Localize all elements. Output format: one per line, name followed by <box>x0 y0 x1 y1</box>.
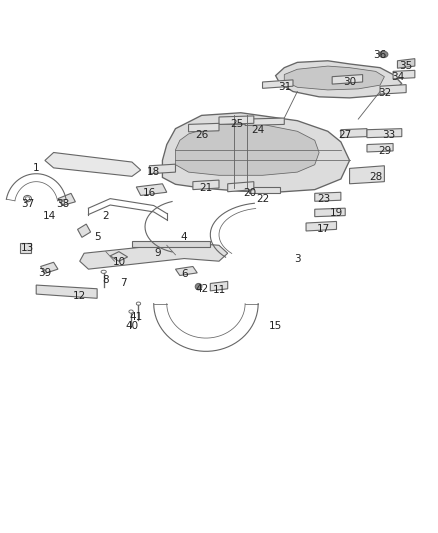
Text: 41: 41 <box>130 312 143 322</box>
Ellipse shape <box>379 51 388 58</box>
Polygon shape <box>306 221 336 231</box>
Polygon shape <box>393 70 415 79</box>
Polygon shape <box>315 192 341 201</box>
Polygon shape <box>176 124 319 175</box>
Text: 9: 9 <box>155 248 161 259</box>
Text: 20: 20 <box>243 188 256 198</box>
Text: 25: 25 <box>230 119 243 130</box>
Text: 13: 13 <box>21 243 34 253</box>
Polygon shape <box>176 266 197 276</box>
Text: 3: 3 <box>294 254 300 263</box>
Polygon shape <box>250 187 280 193</box>
Text: 35: 35 <box>399 61 413 71</box>
Text: 23: 23 <box>317 193 330 204</box>
Polygon shape <box>162 113 350 192</box>
Polygon shape <box>262 80 293 88</box>
Polygon shape <box>284 66 385 90</box>
Text: 34: 34 <box>391 71 404 82</box>
Ellipse shape <box>195 284 202 290</box>
Polygon shape <box>276 61 402 98</box>
Polygon shape <box>41 262 58 273</box>
Text: 33: 33 <box>382 130 396 140</box>
Polygon shape <box>397 59 415 68</box>
Text: 12: 12 <box>73 290 86 301</box>
Text: 16: 16 <box>143 188 156 198</box>
Polygon shape <box>380 85 406 94</box>
Polygon shape <box>45 152 141 176</box>
Text: 29: 29 <box>378 146 391 156</box>
Text: 40: 40 <box>125 321 138 331</box>
Text: 2: 2 <box>102 211 109 221</box>
Text: 21: 21 <box>199 183 212 193</box>
Text: 19: 19 <box>330 208 343 219</box>
Text: 10: 10 <box>112 257 125 267</box>
Polygon shape <box>110 252 127 261</box>
Polygon shape <box>332 75 363 84</box>
Text: 31: 31 <box>278 82 291 92</box>
Text: 4: 4 <box>181 232 187 243</box>
Polygon shape <box>132 241 210 247</box>
Polygon shape <box>315 208 345 216</box>
Polygon shape <box>78 224 91 237</box>
Polygon shape <box>80 243 228 269</box>
Text: 5: 5 <box>94 232 100 243</box>
Text: 8: 8 <box>102 274 109 285</box>
Text: 37: 37 <box>21 199 34 209</box>
Polygon shape <box>219 116 254 124</box>
Text: 36: 36 <box>374 51 387 60</box>
Text: 11: 11 <box>212 285 226 295</box>
Text: 42: 42 <box>195 284 208 294</box>
Text: 28: 28 <box>369 172 382 182</box>
Text: 18: 18 <box>147 167 160 177</box>
Text: 24: 24 <box>251 125 265 135</box>
Bar <box>20 243 31 253</box>
Polygon shape <box>350 166 385 184</box>
Polygon shape <box>210 281 228 291</box>
Text: 39: 39 <box>38 268 52 278</box>
Text: 27: 27 <box>339 130 352 140</box>
Polygon shape <box>188 123 219 132</box>
Text: 26: 26 <box>195 130 208 140</box>
Polygon shape <box>245 118 284 125</box>
Polygon shape <box>228 182 254 192</box>
Text: 32: 32 <box>378 87 391 98</box>
Polygon shape <box>36 285 97 298</box>
Text: 30: 30 <box>343 77 356 87</box>
Text: 22: 22 <box>256 193 269 204</box>
Text: 7: 7 <box>120 278 127 288</box>
Polygon shape <box>58 193 75 206</box>
Polygon shape <box>341 128 367 138</box>
Polygon shape <box>193 180 219 190</box>
Text: 6: 6 <box>181 270 187 279</box>
Text: 38: 38 <box>56 199 69 209</box>
Text: 15: 15 <box>269 321 282 331</box>
Polygon shape <box>367 143 393 152</box>
Polygon shape <box>367 128 402 138</box>
Polygon shape <box>149 164 176 174</box>
Text: 14: 14 <box>42 211 56 221</box>
Polygon shape <box>136 184 167 196</box>
Text: 1: 1 <box>33 164 39 173</box>
Text: 17: 17 <box>317 224 330 235</box>
